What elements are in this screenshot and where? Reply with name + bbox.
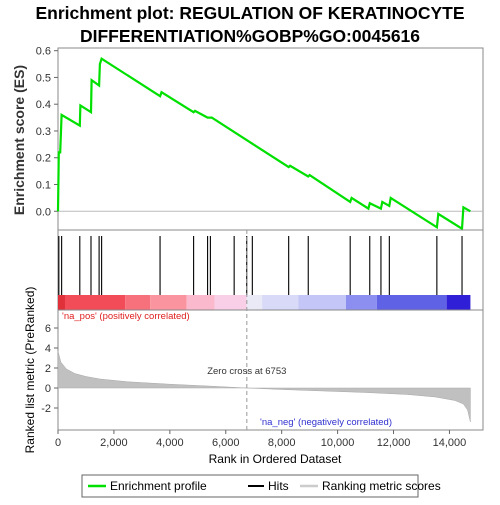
- ranked-panel-frame: [57, 309, 484, 431]
- es-panel: 0.6 0.5 0.4 0.3 0.2 0.1 0.0 Enrichment score (…: [11, 46, 484, 231]
- ranked-y-ticks: 6 4 2 0 -2: [41, 323, 58, 415]
- ranked-y-axis-title: Ranked list metric (PreRanked): [23, 287, 37, 454]
- es-y-tick-label: 0.2: [36, 153, 51, 165]
- hits-panel: [57, 229, 484, 311]
- x-tick-label: 8,000: [268, 437, 296, 449]
- ranked-panel: 6 4 2 0 -2 Zero cross at 6753 'na_pos' (posi…: [23, 230, 484, 454]
- heat-bar-segment: [246, 295, 263, 310]
- heat-bar-segment: [262, 295, 299, 310]
- x-tick-label: 10,000: [321, 437, 355, 449]
- enrichment-profile-line: [56, 56, 471, 231]
- es-y-tick-label: 0.0: [36, 206, 51, 218]
- legend-ranking-metric-scores: Ranking metric scores: [322, 479, 441, 493]
- heat-bar-segment: [446, 295, 471, 310]
- x-tick-label: 14,000: [433, 437, 467, 449]
- chart-title-line-2: DIFFERENTIATION%GOBP%GO:0045616: [80, 26, 420, 46]
- ranked-y-tick-label: 6: [45, 323, 51, 335]
- es-y-tick-label: 0.4: [36, 99, 51, 111]
- x-tick-label: 6,000: [212, 437, 240, 449]
- heat-bar-segment: [186, 295, 215, 310]
- legend-enrichment-profile: Enrichment profile: [110, 479, 207, 493]
- ranking-metric-area: [57, 350, 471, 423]
- heat-bar-segment: [345, 295, 377, 310]
- legend-hits: Hits: [268, 479, 289, 493]
- ranked-y-tick-label: 0: [45, 383, 51, 395]
- ranked-y-tick-label: -2: [41, 403, 51, 415]
- heat-bar-segment: [58, 295, 65, 310]
- heat-bar-segment: [150, 295, 187, 310]
- heat-bar-segment: [376, 295, 447, 310]
- x-axis-ticks: 0 2,000 4,000 6,000 8,000 10,000 12,000 14,000: [55, 430, 466, 449]
- es-y-tick-label: 0.6: [36, 46, 51, 58]
- es-y-axis-title: Enrichment score (ES): [11, 65, 27, 215]
- es-y-tick-label: 0.1: [36, 180, 51, 192]
- es-y-ticks: 0.6 0.5 0.4 0.3 0.2 0.1 0.0: [36, 46, 58, 218]
- x-tick-label: 2,000: [100, 437, 128, 449]
- ranking-heat-bar: [58, 295, 471, 310]
- x-tick-label: 12,000: [377, 437, 411, 449]
- zero-cross-label: Zero cross at 6753: [207, 366, 286, 377]
- es-y-tick-label: 0.5: [36, 72, 51, 84]
- x-tick-label: 4,000: [156, 437, 184, 449]
- es-panel-frame: [57, 47, 484, 231]
- ranked-y-tick-label: 4: [45, 343, 51, 355]
- chart-title-line-1: Enrichment plot: REGULATION OF KERATINOC…: [35, 3, 464, 23]
- heat-bar-segment: [298, 295, 346, 310]
- ranked-y-tick-label: 2: [45, 363, 51, 375]
- es-y-tick-label: 0.3: [36, 126, 51, 138]
- heat-bar-segment: [64, 295, 126, 310]
- negative-correlation-label: 'na_neg' (negatively correlated): [260, 417, 392, 428]
- legend: Enrichment profile Hits Ranking metric s…: [81, 474, 441, 498]
- heat-bar-segment: [214, 295, 247, 310]
- x-tick-label: 0: [55, 437, 61, 449]
- positive-correlation-label: 'na_pos' (positively correlated): [62, 311, 190, 322]
- heat-bar-segment: [125, 295, 151, 310]
- x-axis-title: Rank in Ordered Dataset: [209, 452, 342, 466]
